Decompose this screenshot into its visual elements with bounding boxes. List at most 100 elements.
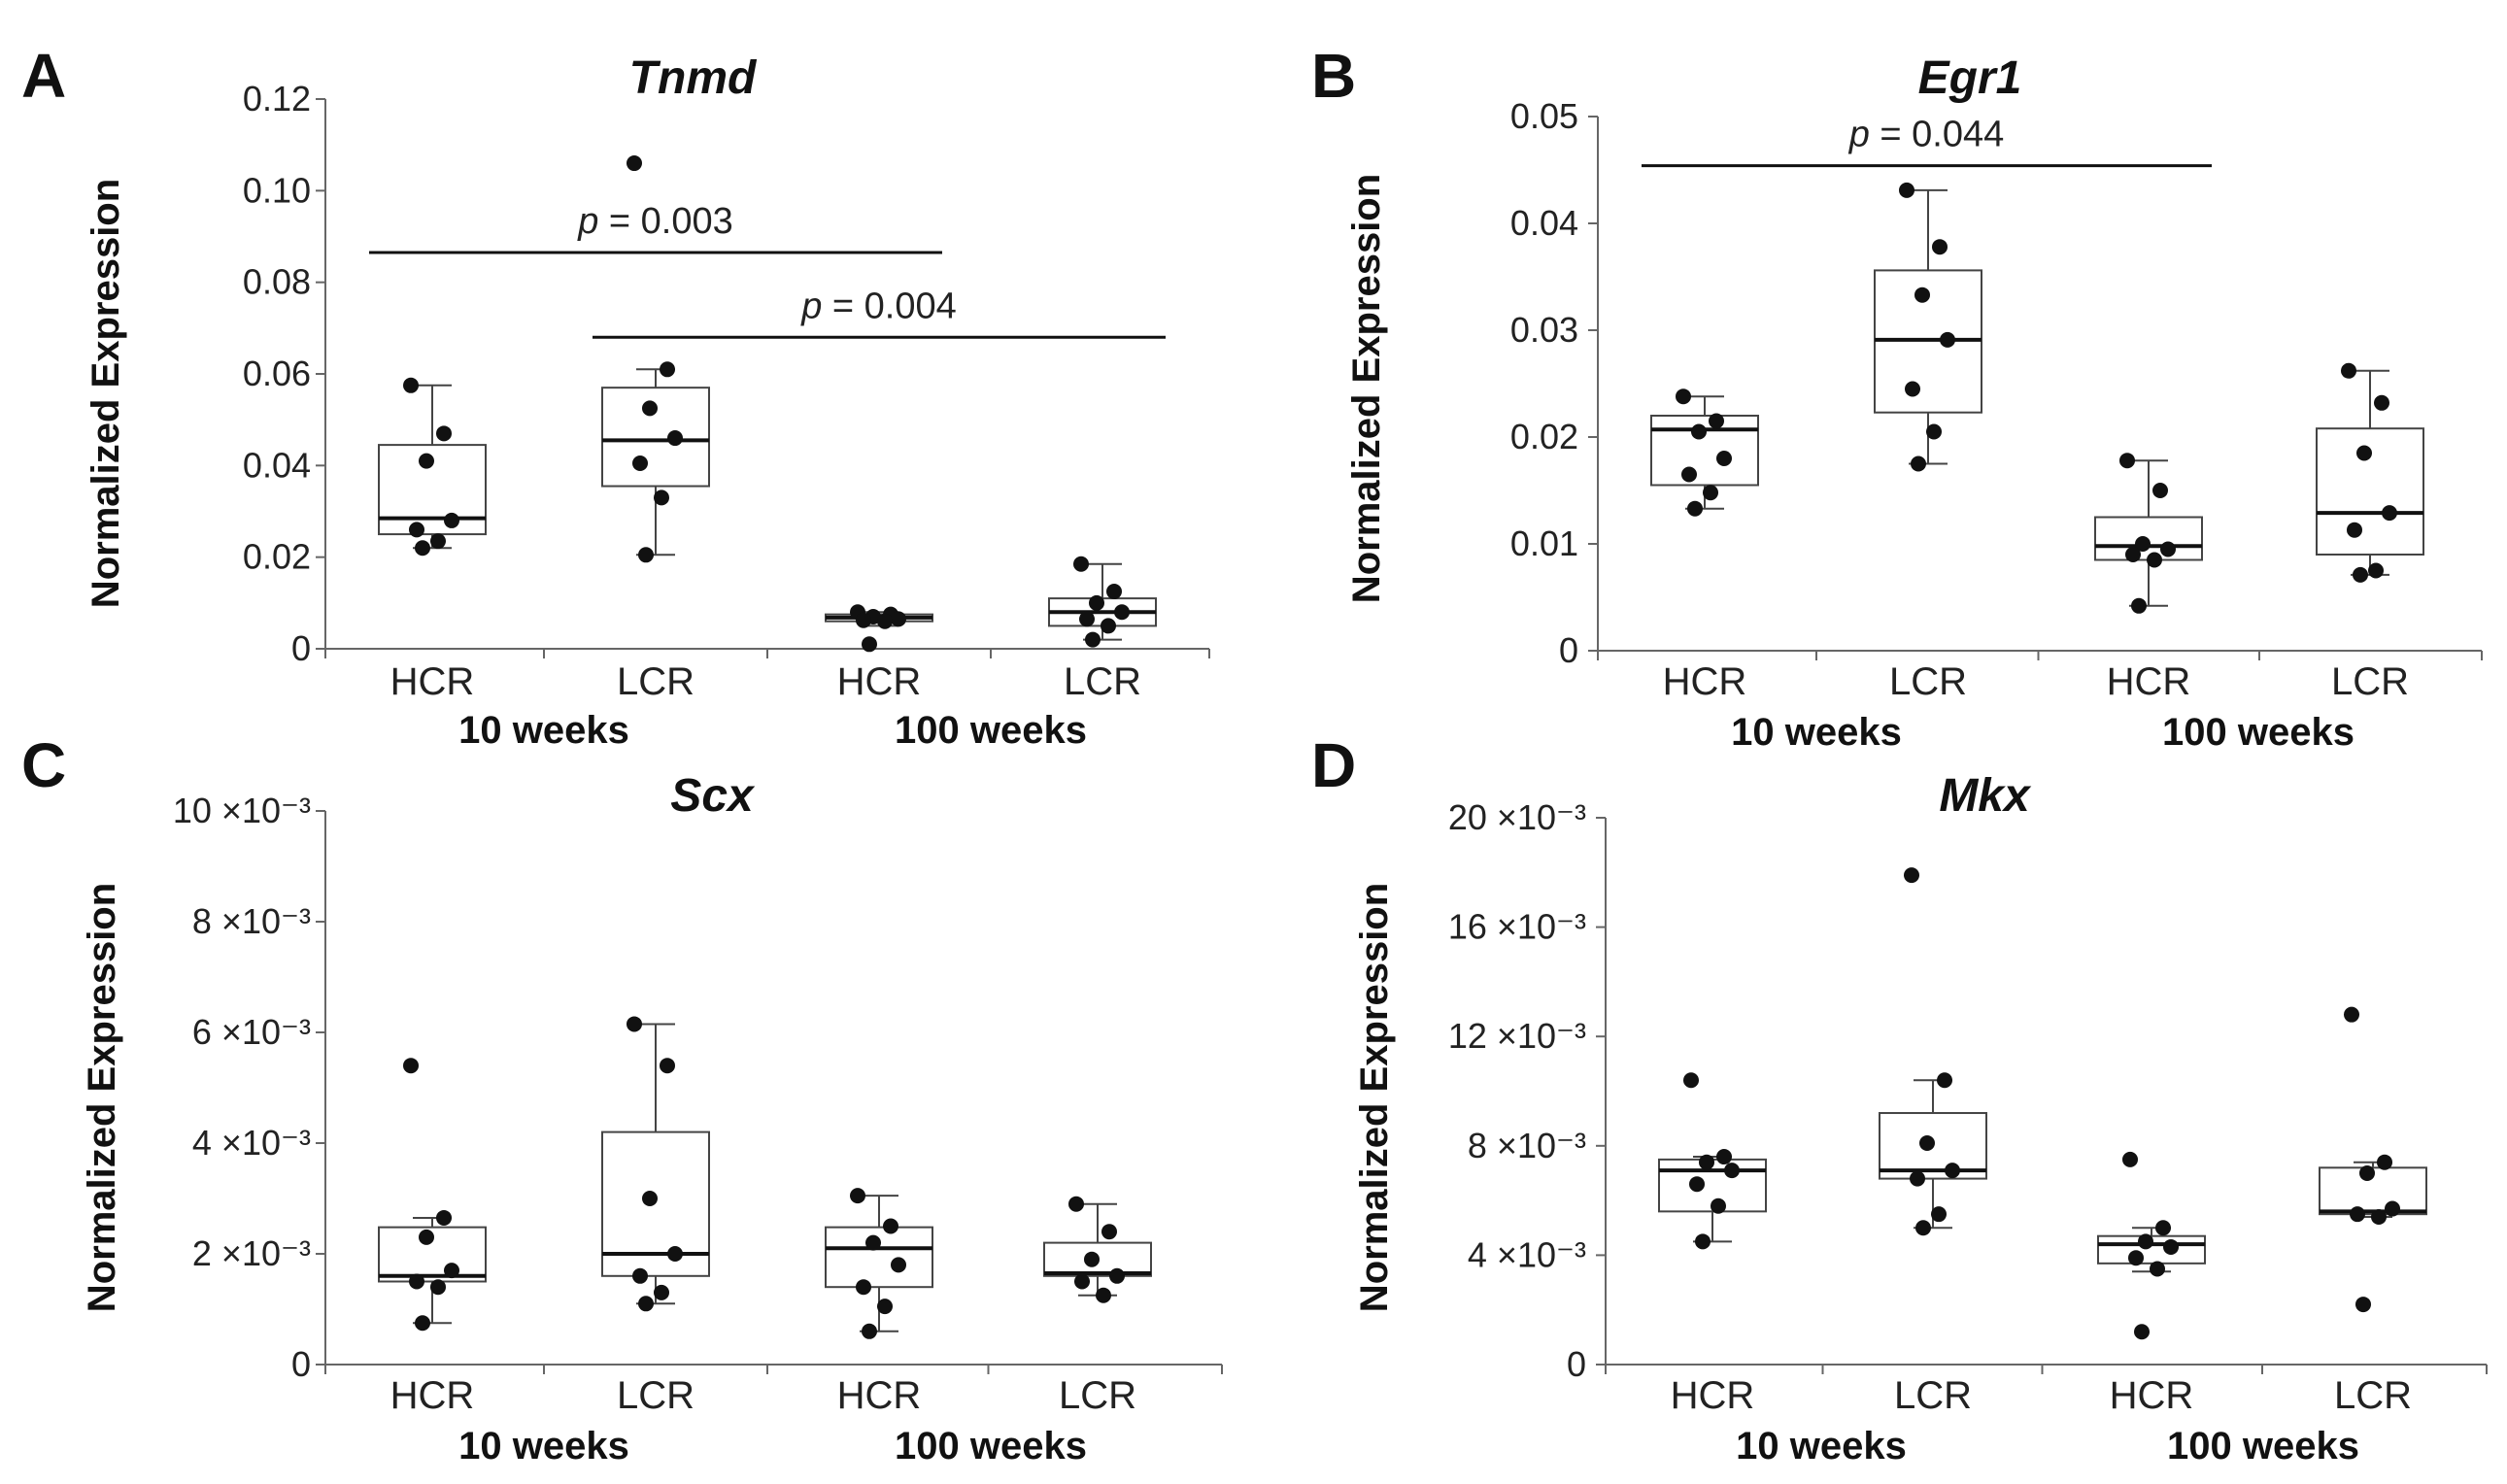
panel-d-group-4: LCR	[2334, 1374, 2412, 1417]
panel-a-data-point	[642, 400, 658, 417]
panel-a-data-point	[436, 425, 452, 442]
panel-b-title: Egr1	[1918, 52, 2022, 104]
panel-a-data-point	[1073, 556, 1089, 572]
panel-b-data-point	[1932, 239, 1948, 255]
panel-c-data-point	[638, 1296, 654, 1312]
panel-c-ytick-label: 8 ×10⁻³	[192, 901, 311, 941]
panel-d-data-point	[2134, 1324, 2150, 1340]
panel-letter-b: B	[1311, 41, 1356, 111]
panel-letter-d: D	[1311, 730, 1356, 800]
panel-d-xlabels: HCR LCR HCR LCR 10 weeks 100 weeks	[1671, 1374, 2412, 1467]
panel-c-group-4: LCR	[1059, 1374, 1136, 1417]
panel-a-data-point	[877, 613, 893, 629]
panel-c-data-point	[865, 1234, 881, 1251]
panel-d-data-point	[1711, 1197, 1726, 1214]
panel-a-title: Tnmd	[629, 52, 758, 104]
panel-b-data-point	[1914, 287, 1930, 303]
panel-a-box-2	[601, 387, 710, 488]
panel-b: B Egr1 Normalized Expression 0 0.01 0.02 0.…	[1311, 41, 2483, 754]
panel-d-data-point	[1724, 1163, 1740, 1179]
panel-b-data-point	[2347, 522, 2362, 538]
panel-d-data-point	[2377, 1154, 2392, 1170]
panel-d-data-point	[1910, 1170, 1925, 1187]
panel-a-data-point	[430, 533, 446, 550]
panel-a: A Tnmd Normalized Expression 0 0.02 0.04 0.…	[21, 41, 1210, 752]
panel-d-data-point	[2138, 1233, 2153, 1250]
panel-b-data-point	[2119, 453, 2135, 469]
panel-c-data-point	[436, 1209, 452, 1226]
panel-a-data-point	[403, 377, 419, 393]
panel-a-ytick-label: 0.04	[243, 445, 311, 485]
panel-d-data-point	[2344, 1006, 2359, 1023]
panel-a-data-point	[415, 540, 430, 556]
panel-c-ytick-label: 0	[291, 1344, 311, 1384]
panel-d-data-point	[1919, 1134, 1935, 1151]
panel-b-data-point	[1709, 413, 1724, 429]
panel-c-data-point	[627, 1016, 642, 1032]
panel-c-plot: 0 2 ×10⁻³ 4 ×10⁻³ 6 ×10⁻³ 8 ×10⁻³ 10 ×10⁻³	[173, 791, 1223, 1384]
panel-c-data-point	[409, 1273, 424, 1290]
panel-c-age-10: 10 weeks	[458, 1425, 629, 1467]
panel-c-data-point	[430, 1279, 446, 1296]
panel-letter-a: A	[21, 41, 66, 111]
panel-d-data-point	[2163, 1238, 2179, 1255]
panel-a-significance-label-2: p = 0.004	[800, 286, 957, 326]
panel-a-data-point	[856, 612, 871, 628]
panel-a-data-point	[1079, 611, 1095, 627]
panel-c-data-point	[444, 1263, 459, 1279]
panel-b-data-point	[1905, 381, 1920, 397]
panel-c-data-point	[1109, 1267, 1125, 1284]
panel-a-data-point	[1114, 604, 1130, 621]
panel-d-data-point	[2355, 1297, 2371, 1313]
panel-a-data-point	[891, 611, 906, 627]
panel-b-ytick-label: 0	[1559, 630, 1578, 670]
panel-b-ytick-label: 0.05	[1510, 96, 1578, 136]
panel-c-data-point	[877, 1298, 893, 1315]
panel-a-data-point	[632, 455, 648, 471]
panel-b-ytick-label: 0.03	[1510, 310, 1578, 350]
panel-b-ylabel: Normalized Expression	[1345, 174, 1388, 603]
panel-d-age-100: 100 weeks	[2167, 1425, 2359, 1467]
panel-c-data-point	[632, 1267, 648, 1284]
panel-b-data-point	[2374, 394, 2389, 411]
panel-c-data-point	[660, 1058, 675, 1074]
panel-c-data-point	[1101, 1224, 1117, 1240]
panel-b-box-3	[2094, 516, 2203, 561]
panel-c-data-point	[403, 1058, 419, 1074]
panel-b-data-point	[2341, 362, 2356, 379]
panel-b-ytick-label: 0.01	[1510, 523, 1578, 563]
panel-b-xlabels: HCR LCR HCR LCR 10 weeks 100 weeks	[1663, 660, 2409, 754]
panel-b-data-point	[1716, 451, 1732, 466]
panel-a-xlabels: HCR LCR HCR LCR 10 weeks 100 weeks	[390, 660, 1141, 752]
panel-b-box-1	[1650, 415, 1759, 487]
panel-a-data-point	[660, 361, 675, 378]
panel-a-plot: 0 0.02 0.04 0.06 0.08 0.10 0.12 p = 0.003 p = 0.…	[243, 79, 1210, 668]
panel-d-group-2: LCR	[1894, 1374, 1972, 1417]
panel-b-data-point	[2356, 445, 2372, 461]
panel-d-ytick-label: 8 ×10⁻³	[1468, 1126, 1586, 1165]
panel-d-plot: 0 4 ×10⁻³ 8 ×10⁻³ 12 ×10⁻³ 16 ×10⁻³ 20 ×10⁻³	[1448, 797, 2488, 1384]
panel-b-data-point	[1703, 485, 1718, 501]
panel-c-data-point	[891, 1257, 906, 1273]
panel-a-group-1: HCR	[390, 660, 475, 703]
panel-b-data-point	[1911, 455, 1926, 472]
panel-c-ytick-label: 10 ×10⁻³	[173, 791, 311, 830]
panel-b-age-100: 100 weeks	[2162, 711, 2355, 754]
panel-d-data-point	[2122, 1151, 2138, 1167]
panel-c: C Scx Normalized Expression 0 2 ×10⁻³ 4 ×1…	[21, 730, 1223, 1467]
panel-b-data-point	[2353, 566, 2368, 583]
panel-a-data-point	[627, 155, 642, 172]
panel-a-group-4: LCR	[1064, 660, 1141, 703]
panel-d-data-point	[2350, 1206, 2365, 1223]
panel-b-data-point	[1940, 331, 1955, 348]
panel-c-xlabels: HCR LCR HCR LCR 10 weeks 100 weeks	[390, 1374, 1136, 1467]
panel-b-data-point	[2152, 483, 2168, 498]
panel-c-group-1: HCR	[390, 1374, 475, 1417]
panel-c-ytick-label: 6 ×10⁻³	[192, 1012, 311, 1052]
panel-c-data-point	[856, 1279, 871, 1296]
panel-c-data-point	[415, 1315, 430, 1332]
panel-b-data-point	[1926, 423, 1942, 440]
panel-c-data-point	[642, 1191, 658, 1206]
panel-d-data-point	[2155, 1220, 2171, 1236]
